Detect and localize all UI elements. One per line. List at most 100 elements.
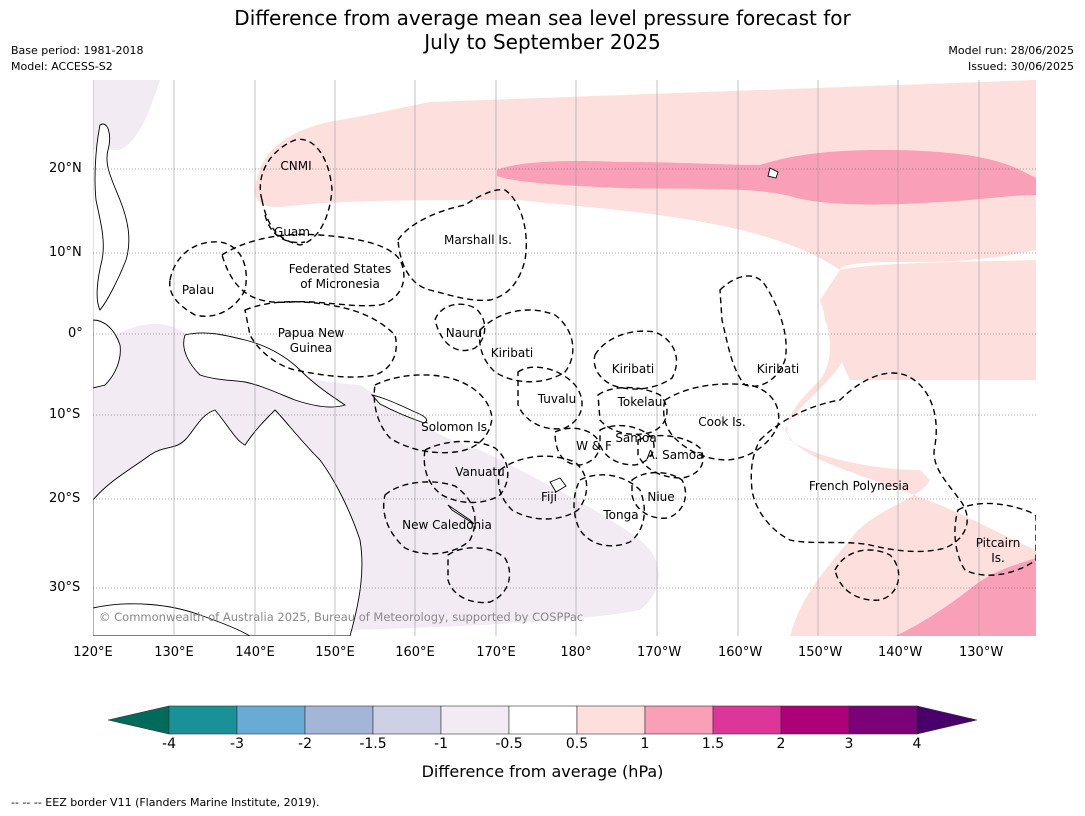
landmass-philippines — [94, 123, 130, 311]
colorbar-tick-label: -4 — [162, 736, 176, 752]
place-labels: CNMI Guam Marshall Is. Federated States … — [182, 159, 1020, 565]
eez-fsm — [221, 233, 405, 307]
colorbar-tick-label: -2 — [298, 736, 312, 752]
eez-kiribati-central — [593, 330, 678, 390]
eez-palau — [169, 241, 247, 317]
colorbar-tick-label: 2 — [776, 736, 786, 752]
title-line-2: July to September 2025 — [424, 30, 661, 54]
label-tuvalu: Tuvalu — [537, 392, 577, 406]
base-period: Base period: 1981-2018 — [11, 44, 144, 57]
anomaly-region-pink-east-fill — [820, 260, 1036, 380]
label-cnmi: CNMI — [280, 159, 311, 173]
colorbar-band — [848, 705, 918, 735]
eez-kiribati-east — [719, 275, 787, 387]
lat-label-10n: 10°N — [49, 245, 82, 260]
eez-cook — [663, 383, 780, 461]
colorbar-band — [440, 705, 510, 735]
colorbar-band — [644, 705, 714, 735]
label-solomon: Solomon Is. — [421, 420, 491, 434]
eez-wallis — [554, 427, 600, 466]
colorbar-band — [372, 705, 442, 735]
graticule — [93, 80, 1036, 636]
lat-label-20n: 20°N — [49, 161, 82, 176]
label-wallis-futuna: W & F — [576, 439, 612, 453]
copyright-notice: © Commonwealth of Australia 2025, Bureau… — [99, 610, 583, 624]
model-name: Model: ACCESS-S2 — [11, 60, 113, 73]
eez-tokelau — [597, 386, 668, 436]
landmass-borneo-sulawesi — [93, 319, 121, 389]
eez-asamoa — [637, 434, 704, 479]
lat-label-20s: 20°S — [49, 491, 81, 506]
landmass-fiji — [549, 477, 567, 493]
title-line-1: Difference from average mean sea level p… — [234, 6, 851, 30]
eez-norfolk — [447, 547, 511, 604]
landmass-solomon-islands — [370, 394, 427, 424]
colorbar-tick-label: -0.5 — [495, 736, 523, 752]
eez-borders — [169, 138, 1036, 604]
model-run: Model run: 28/06/2025 — [948, 44, 1074, 57]
map-area: CNMI Guam Marshall Is. Federated States … — [93, 80, 1036, 636]
label-tonga: Tonga — [602, 508, 638, 522]
label-vanuatu: Vanuatu — [455, 465, 505, 479]
colorbar-tick-label: -1 — [434, 736, 448, 752]
anomaly-region-rose-north — [497, 150, 1036, 205]
lon-label: 160°W — [718, 645, 763, 660]
colorbar-label: Difference from average (hPa) — [421, 762, 664, 781]
label-marshall: Marshall Is. — [444, 233, 512, 247]
label-kiribati-east: Kiribati — [757, 362, 799, 376]
colorbar-band — [508, 705, 578, 735]
eez-guam — [264, 214, 306, 244]
label-fsm-1: Federated States — [289, 262, 391, 276]
lon-label: 130°E — [154, 645, 194, 660]
label-new-caledonia: New Caledonia — [402, 518, 492, 532]
colorbar-band — [168, 705, 238, 735]
label-palau: Palau — [182, 283, 214, 297]
lon-label: 170°W — [637, 645, 682, 660]
label-pitcairn-2: Is. — [991, 551, 1005, 565]
eez-vanuatu — [423, 440, 509, 504]
lat-label-30s: 30°S — [49, 580, 81, 595]
meta-left: Base period: 1981-2018 Model: ACCESS-S2 — [11, 43, 143, 75]
colorbar-tick-label: -3 — [230, 736, 244, 752]
label-png-1: Papua New — [278, 326, 345, 340]
lon-label: 180° — [560, 645, 592, 660]
eez-pitcairn — [954, 502, 1036, 576]
lon-label: 120°E — [73, 645, 113, 660]
eez-solomon — [373, 374, 493, 454]
colorbar-band — [236, 705, 306, 735]
colorbar-tick-label: 4 — [912, 736, 922, 752]
eez-cnmi — [259, 138, 333, 246]
landmass-australia — [93, 409, 363, 636]
lon-label: 130°W — [959, 645, 1004, 660]
colorbar-band — [780, 705, 850, 735]
anomaly-region-rose-southeast — [895, 558, 1036, 636]
eez-tonga — [573, 474, 646, 547]
colorbar-tick-label: 1.5 — [701, 736, 725, 752]
colorbar-extend-low — [107, 705, 170, 735]
eez-kiribati-west — [478, 309, 574, 383]
lat-label-10s: 10°S — [49, 407, 81, 422]
landmass-hawaii — [767, 167, 779, 179]
label-cook-islands: Cook Is. — [698, 415, 745, 429]
eez-samoa — [599, 424, 655, 466]
lon-label: 160°E — [395, 645, 435, 660]
label-fsm-2: of Micronesia — [300, 277, 380, 291]
lon-label: 170°E — [476, 645, 516, 660]
meta-right: Model run: 28/06/2025 Issued: 30/06/2025 — [948, 43, 1074, 75]
lon-label: 140°E — [235, 645, 275, 660]
colorbar-band — [304, 705, 374, 735]
label-kiribati-west: Kiribati — [491, 346, 533, 360]
lon-label: 150°E — [315, 645, 355, 660]
eez-marshall — [397, 188, 527, 302]
eez-nauru — [434, 303, 486, 352]
anomaly-region-pink-north — [255, 80, 1036, 636]
label-american-samoa: A. Samoa — [647, 448, 704, 462]
eez-french-polynesia — [750, 372, 968, 553]
label-niue: Niue — [647, 490, 674, 504]
eez-new-caledonia — [383, 481, 476, 555]
colorbar-tick-label: -1.5 — [359, 736, 387, 752]
eez-pitcairn-west — [834, 549, 900, 601]
label-nauru: Nauru — [446, 326, 482, 340]
landmass-new-zealand — [93, 603, 251, 636]
